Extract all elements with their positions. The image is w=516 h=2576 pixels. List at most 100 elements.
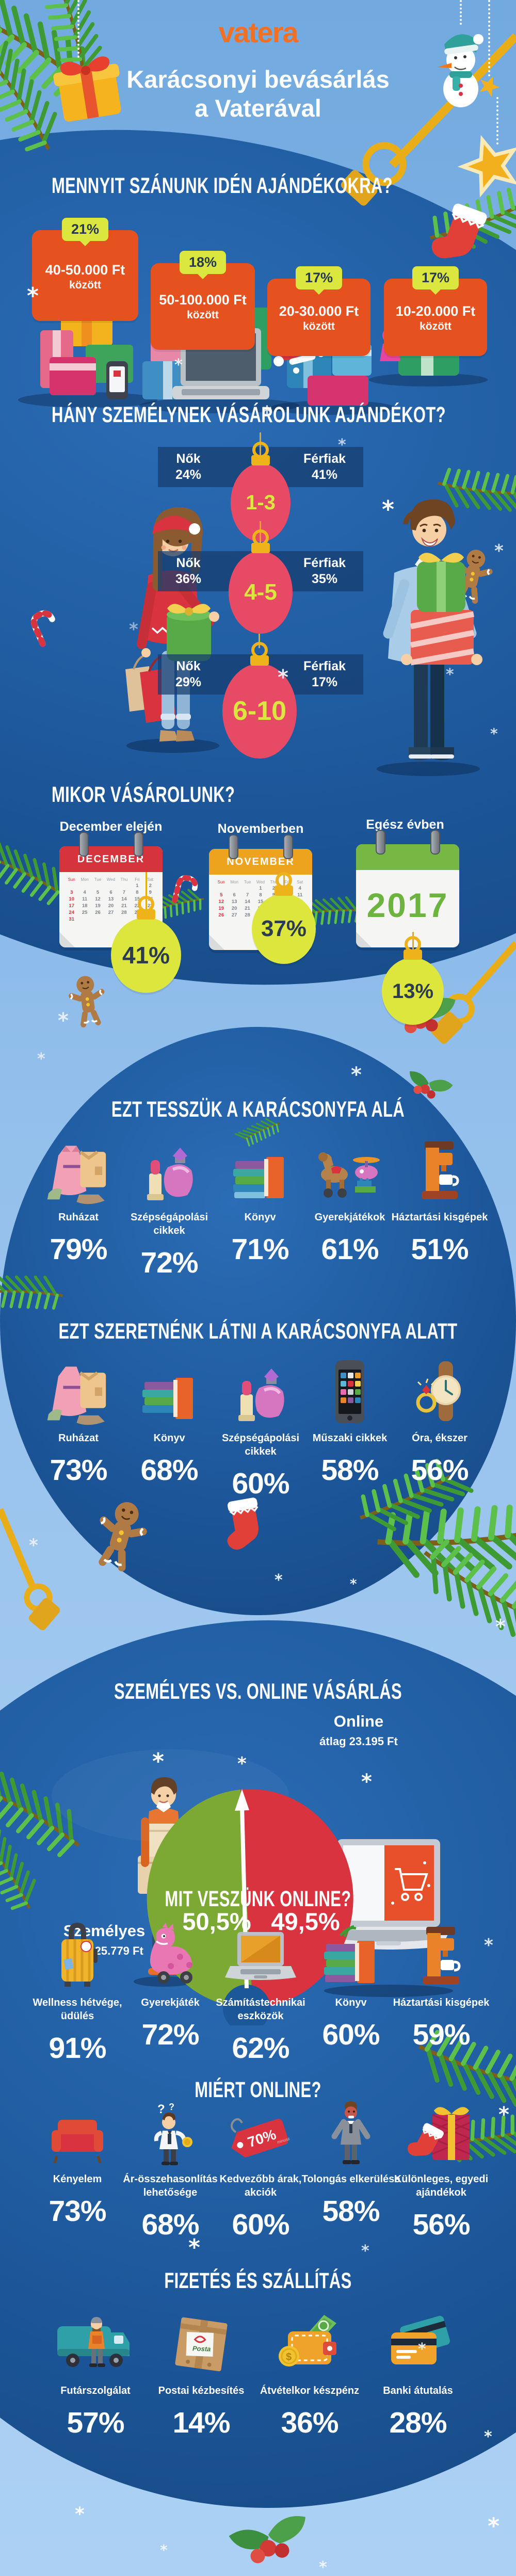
snowflake-icon — [262, 403, 272, 424]
special-gift-icon — [391, 2104, 492, 2166]
snowflake-icon — [351, 1063, 362, 1087]
laptop-icon — [210, 1917, 311, 1990]
online-item: Könyv 60% — [300, 1917, 401, 2052]
crowd-avoid-icon — [300, 2101, 401, 2166]
budget-card: 21% 40-50.000 Ft között — [32, 218, 138, 321]
reason-item: 70% minusz Kedvezőbb árak, akciók 60% — [210, 2104, 311, 2242]
hanger-string — [460, 0, 462, 25]
snowflake-icon — [488, 2513, 499, 2539]
snowflake-icon — [494, 541, 504, 561]
calendar-fold — [209, 935, 224, 950]
snowflake-icon — [152, 1748, 164, 1775]
snowflake-icon — [484, 1935, 493, 1956]
courier-van-icon — [45, 2311, 146, 2378]
online-side-label: Online átlag 23.195 Ft — [319, 1712, 398, 1748]
calendar-pin — [134, 832, 143, 857]
under-tree-item: Ruházat 79% — [28, 1131, 129, 1266]
ornament-4-5: 4-5 — [229, 529, 293, 634]
parcel-icon: Posta — [151, 2311, 252, 2378]
page-title-line2: a Vaterával — [195, 94, 321, 122]
women-stat: Nők 36% — [175, 555, 202, 586]
snowflake-icon — [361, 1770, 372, 1794]
online-percent: 49,5% — [271, 1908, 340, 1935]
online-item: Wellness hétvége, üdülés 91% — [27, 1917, 128, 2065]
snowflake-icon — [237, 1753, 247, 1774]
timing-col-label: Egész évben — [366, 817, 444, 832]
personal-percent: 50,5% — [182, 1908, 251, 1935]
wish-list-item: Könyv 68% — [119, 1352, 220, 1487]
hanger-string — [496, 97, 498, 144]
budget-percent-badge: 17% — [412, 266, 459, 295]
watch-jewelry-icon — [389, 1352, 490, 1425]
calendar-fold — [59, 932, 75, 947]
ornament-1-3: 1-3 — [231, 442, 291, 542]
hanging-gift-icon — [53, 56, 121, 122]
snowflake-icon — [275, 1571, 283, 1589]
budget-card: 17% 20-30.000 Ft között — [267, 266, 370, 356]
snowflake-icon — [490, 725, 498, 742]
under-tree-item: Gyerekjátékok 61% — [299, 1131, 400, 1266]
budget-percent-badge: 18% — [179, 251, 227, 279]
svg-text:$: $ — [286, 2352, 292, 2363]
wish-list-item: Szépségápolási cikkek 60% — [210, 1352, 311, 1501]
coffee-machine-icon — [389, 1131, 490, 1204]
timing-percent-ball: 13% — [382, 936, 444, 1025]
calendar-pin — [430, 830, 440, 855]
snowflake-icon — [37, 1050, 45, 1068]
reason-item: Kényelem 73% — [27, 2104, 128, 2228]
sale-tag-icon: 70% minusz — [210, 2104, 311, 2166]
timing-col-label: Novemberben — [217, 822, 304, 836]
budget-range: 10-20.000 Ft — [395, 303, 476, 319]
snowflake-icon — [418, 2340, 426, 2358]
men-stat: Férfiak 41% — [303, 451, 346, 482]
ornament-cap-icon — [404, 949, 422, 960]
snowflake-icon — [382, 495, 394, 523]
ornament-cap-icon — [250, 655, 269, 666]
budget-range: 50-100.000 Ft — [159, 292, 247, 308]
snowflake-icon — [484, 2428, 492, 2446]
gauge-notch — [223, 1985, 270, 2025]
budget-suffix: között — [187, 309, 219, 321]
snowflake-icon — [174, 356, 183, 374]
clothes-icon — [28, 1352, 129, 1425]
books-icon — [119, 1352, 220, 1425]
year-calendar: 2017 — [356, 830, 459, 947]
snowflake-icon — [75, 2504, 85, 2525]
cosmetics-icon — [210, 1352, 311, 1425]
snowflake-icon — [319, 2558, 327, 2576]
snowflake-icon — [27, 283, 39, 309]
budget-percent-badge: 17% — [295, 266, 343, 295]
budget-suffix: között — [303, 320, 335, 332]
calendar-pin — [229, 834, 238, 859]
hanger-string — [488, 0, 490, 76]
calendar-pin — [283, 834, 293, 859]
payment-item: Futárszolgálat 57% — [45, 2311, 146, 2440]
ball3-hanger-icon — [0, 1508, 60, 1631]
price-compare-icon: ? ? — [120, 2102, 221, 2166]
ornament-ball-2 — [0, 1027, 516, 1615]
hanger-string — [77, 0, 79, 58]
gauge-needle-head — [235, 1789, 249, 1811]
payment-item: $ Átvételkor készpénz 36% — [259, 2311, 360, 2440]
ornament-cap-icon — [251, 543, 270, 553]
snowflake-icon — [498, 2103, 509, 2127]
snowman-icon — [437, 34, 483, 107]
snowflake-icon — [278, 666, 288, 689]
calendar-pin — [376, 830, 385, 855]
women-stat: Nők 24% — [175, 451, 202, 482]
payment-item: Posta Postai kézbesítés 14% — [151, 2311, 252, 2440]
ornament-cap-icon — [251, 455, 270, 465]
calendar-head — [356, 844, 459, 870]
timing-percent-ball: 41% — [111, 896, 181, 993]
reason-item: Különleges, egyedi ajándékok 56% — [391, 2104, 492, 2242]
calendar-month: DECEMBER — [59, 846, 163, 872]
online-reasons-heading: MIÉRT ONLINE? — [195, 2078, 321, 2102]
calendar-month: NOVEMBER — [209, 849, 312, 875]
timing-col-label: December elején — [59, 819, 163, 834]
vatera-logo: vatera — [218, 16, 298, 49]
budget-range: 40-50.000 Ft — [45, 262, 125, 278]
ornament-string — [259, 634, 260, 648]
stocking-icon — [227, 1498, 259, 1550]
clothes-icon — [28, 1131, 129, 1204]
wish-list-item: Óra, ékszer 56% — [389, 1352, 490, 1487]
